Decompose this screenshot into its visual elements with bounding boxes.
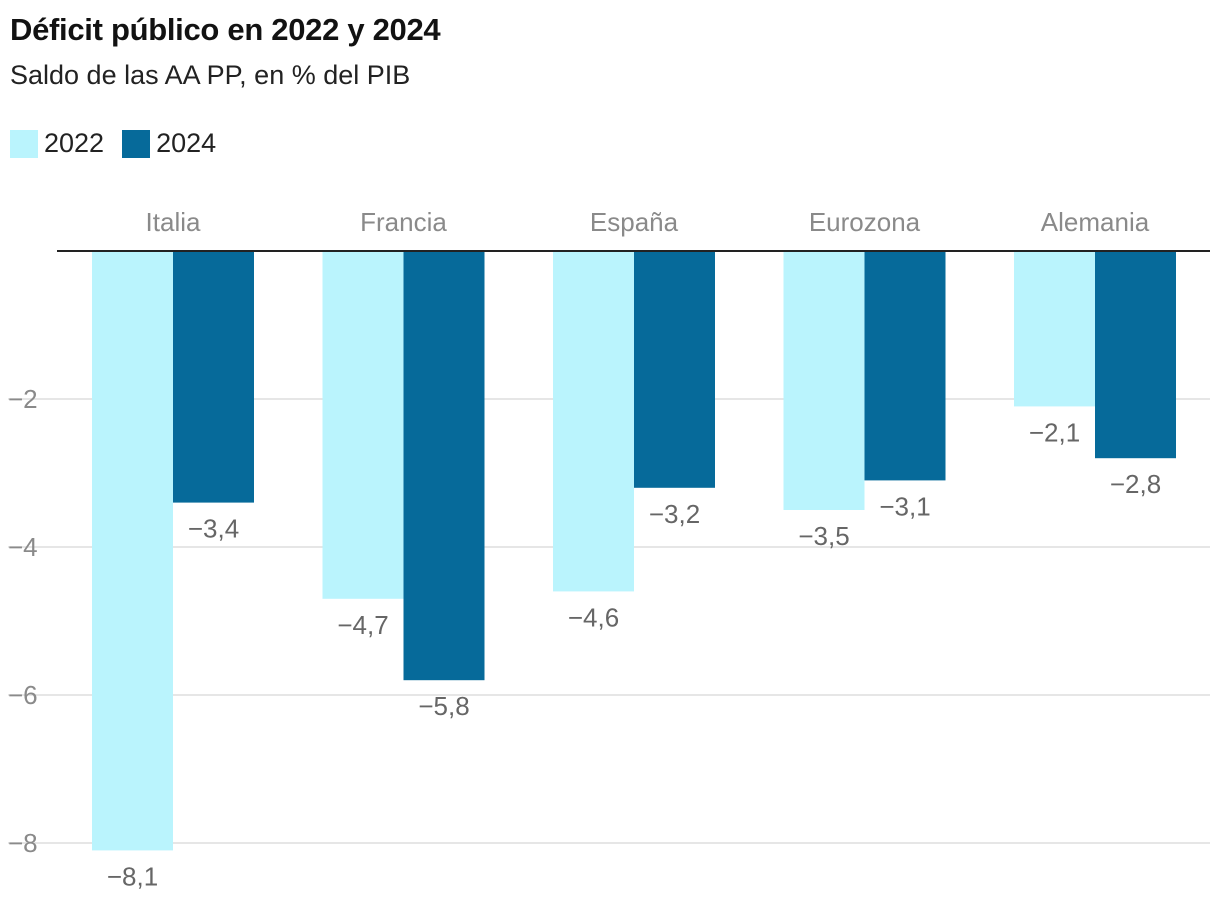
data-label: −8,1: [107, 861, 158, 891]
y-tick-label: −8: [8, 828, 38, 858]
data-label: −3,5: [798, 521, 849, 551]
bar-2022-italia: [92, 251, 173, 851]
data-label: −3,1: [879, 491, 930, 521]
data-label: −3,4: [188, 514, 239, 544]
bar-2022-eurozona: [783, 251, 865, 510]
data-label: −3,2: [649, 499, 700, 529]
bar-2022-españa: [553, 251, 634, 592]
bar-2022-alemania: [1014, 251, 1095, 407]
y-tick-label: −4: [8, 532, 38, 562]
bar-2024-españa: [634, 251, 715, 488]
y-tick-label: −6: [8, 680, 38, 710]
category-label: Italia: [146, 207, 201, 237]
chart-title: Déficit público en 2022 y 2024: [10, 12, 441, 47]
data-label: −2,8: [1110, 469, 1161, 499]
legend-item-2024: 2024: [122, 128, 216, 159]
category-label: Alemania: [1041, 207, 1150, 237]
data-label: −5,8: [418, 691, 469, 721]
y-tick-label: −2: [8, 384, 38, 414]
bar-2022-francia: [322, 251, 404, 599]
category-label: Eurozona: [809, 207, 921, 237]
legend-swatch-2024: [122, 129, 151, 158]
legend: 2022 2024: [10, 128, 234, 159]
data-label: −2,1: [1029, 417, 1080, 447]
data-label: −4,7: [337, 610, 388, 640]
chart-subtitle: Saldo de las AA PP, en % del PIB: [10, 60, 411, 90]
category-label: Francia: [360, 207, 447, 237]
legend-item-2022: 2022: [10, 128, 104, 159]
bar-2024-francia: [403, 251, 485, 681]
bar-2024-alemania: [1095, 251, 1176, 459]
bar-2024-eurozona: [864, 251, 946, 481]
category-label: España: [590, 207, 679, 237]
data-label: −4,6: [568, 602, 619, 632]
legend-label-2024: 2024: [156, 128, 217, 158]
legend-label-2022: 2022: [44, 128, 105, 158]
bar-2024-italia: [173, 251, 254, 503]
legend-swatch-2022: [10, 129, 38, 158]
